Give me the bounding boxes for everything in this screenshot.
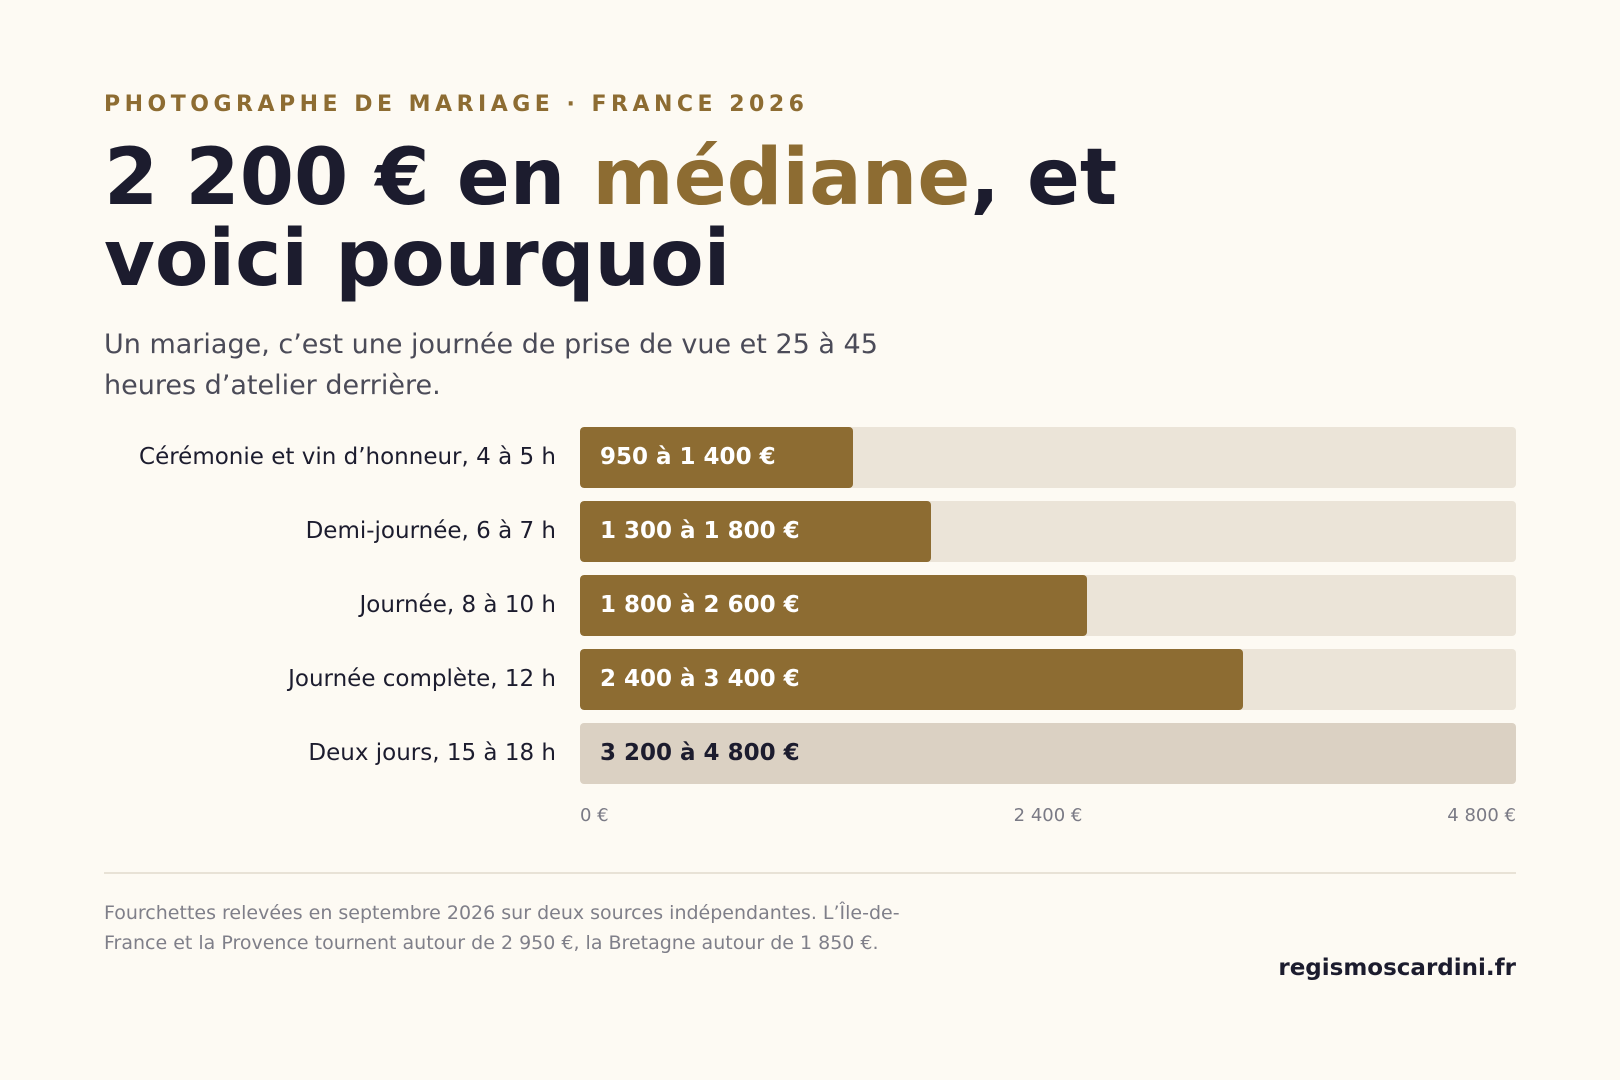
bar-track: 2 400 à 3 400 € [580, 649, 1516, 710]
headline-start: 2 200 € en [104, 133, 593, 223]
headline: 2 200 € en médiane, et voici pourquoi [104, 138, 1204, 300]
bar-value-label: 2 400 à 3 400 € [600, 666, 800, 692]
price-range-bar-chart: Cérémonie et vin d’honneur, 4 à 5 h 950 à… [104, 427, 1516, 837]
subtitle: Un mariage, c’est une journée de prise d… [104, 329, 878, 401]
headline-end: , et voici pourquoi [104, 133, 1118, 304]
bar [580, 723, 1516, 784]
category-label: Journée, 8 à 10 h [359, 592, 557, 618]
eyebrow-label: PHOTOGRAPHE DE MARIAGE · FRANCE 2026 [104, 92, 809, 117]
bar-track: 3 200 à 4 800 € [580, 723, 1516, 784]
bar-track: 950 à 1 400 € [580, 427, 1516, 488]
x-axis-tick-label: 4 800 € [1447, 805, 1516, 826]
bar-row: Journée complète, 12 h 2 400 à 3 400 € [104, 649, 1516, 710]
bar [580, 649, 1243, 710]
category-label: Demi-journée, 6 à 7 h [305, 518, 556, 544]
bar-row: Cérémonie et vin d’honneur, 4 à 5 h 950 à… [104, 427, 1516, 488]
infographic: PHOTOGRAPHE DE MARIAGE · FRANCE 2026 2 2… [104, 0, 1516, 1080]
bar-track: 1 300 à 1 800 € [580, 501, 1516, 562]
bar-row: Deux jours, 15 à 18 h 3 200 à 4 800 € [104, 723, 1516, 784]
bar-value-label: 1 800 à 2 600 € [600, 592, 800, 618]
bar-track: 1 800 à 2 600 € [580, 575, 1516, 636]
category-label: Deux jours, 15 à 18 h [308, 740, 556, 766]
bar-value-label: 3 200 à 4 800 € [600, 740, 800, 766]
bar [580, 501, 931, 562]
category-label: Journée complète, 12 h [288, 666, 556, 692]
bar [580, 427, 853, 488]
site-url: regismoscardini.fr [1278, 955, 1516, 981]
category-label: Cérémonie et vin d’honneur, 4 à 5 h [139, 444, 556, 470]
footer-divider [104, 872, 1516, 874]
bar [580, 575, 1087, 636]
bar-value-label: 950 à 1 400 € [600, 444, 776, 470]
bar-row: Demi-journée, 6 à 7 h 1 300 à 1 800 € [104, 501, 1516, 562]
x-axis-tick-label: 0 € [580, 805, 609, 826]
source-footnote: Fourchettes relevées en septembre 2026 s… [104, 902, 900, 954]
bar-row: Journée, 8 à 10 h 1 800 à 2 600 € [104, 575, 1516, 636]
bar-value-label: 1 300 à 1 800 € [600, 518, 800, 544]
x-axis-tick-label: 2 400 € [1013, 805, 1083, 826]
headline-accent: médiane [592, 133, 971, 223]
